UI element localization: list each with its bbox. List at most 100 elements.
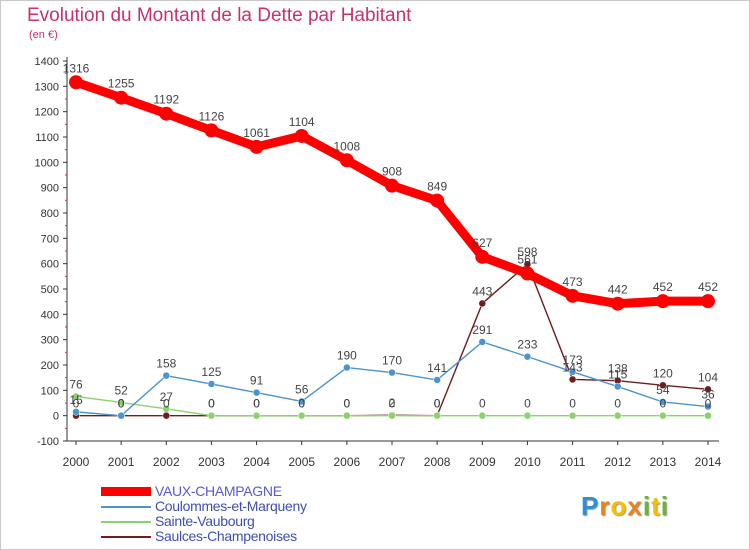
data-label: 143 xyxy=(563,360,583,374)
data-point xyxy=(568,411,577,420)
legend-swatch xyxy=(101,535,151,538)
data-label: 442 xyxy=(608,283,628,297)
data-point xyxy=(388,411,396,420)
data-label: 0 xyxy=(298,397,305,411)
data-point xyxy=(343,411,351,420)
data-label: 0 xyxy=(660,397,667,411)
data-point xyxy=(659,381,667,390)
y-tick-label: -100 xyxy=(37,436,59,448)
data-label: 36 xyxy=(701,388,715,402)
data-label: 0 xyxy=(298,397,305,411)
data-point xyxy=(388,368,396,377)
data-label: 1061 xyxy=(243,126,270,140)
logo-letter: i xyxy=(660,491,669,521)
logo-letter: P xyxy=(581,491,600,521)
data-label: 120 xyxy=(653,366,673,380)
data-label: 1008 xyxy=(334,139,361,153)
data-point xyxy=(297,397,306,406)
legend-item: Saulces-Champenoises xyxy=(101,529,361,544)
data-point xyxy=(207,411,216,420)
data-point xyxy=(252,388,261,397)
x-tick-label: 2001 xyxy=(108,455,135,469)
y-tick-label: 500 xyxy=(41,284,59,296)
data-label: 291 xyxy=(472,323,492,337)
data-point xyxy=(610,296,625,311)
data-label: 1192 xyxy=(153,93,179,107)
data-point xyxy=(704,402,712,411)
data-point xyxy=(159,106,174,121)
data-point xyxy=(117,411,125,420)
data-label: 0 xyxy=(208,397,215,411)
y-tick-label: 600 xyxy=(41,259,59,271)
y-tick-label: 0 xyxy=(53,411,59,423)
proxiti-logo: Proxiti xyxy=(581,491,669,522)
data-point xyxy=(568,375,577,384)
data-point xyxy=(478,299,487,308)
data-label: 0 xyxy=(253,397,260,411)
x-tick-label: 2011 xyxy=(560,455,586,469)
data-label: 0 xyxy=(344,397,351,411)
data-label: 0 xyxy=(524,397,531,411)
data-label: 1126 xyxy=(199,109,225,123)
x-tick-label: 2012 xyxy=(604,455,631,469)
data-point xyxy=(523,352,532,361)
legend-swatch xyxy=(101,520,151,523)
data-label: 56 xyxy=(295,382,309,396)
data-label: 0 xyxy=(208,397,215,411)
data-label: 452 xyxy=(698,280,718,294)
data-label: 1255 xyxy=(108,77,135,91)
data-point xyxy=(117,398,125,407)
data-label: 1104 xyxy=(289,115,315,129)
data-point xyxy=(701,294,715,309)
data-point xyxy=(294,128,309,143)
data-point xyxy=(568,368,577,376)
x-tick-label: 2009 xyxy=(469,455,496,469)
x-tick-label: 2000 xyxy=(63,455,90,469)
data-point xyxy=(204,123,219,138)
x-tick-label: 2006 xyxy=(334,455,361,469)
data-label: 115 xyxy=(608,368,627,382)
data-label: 908 xyxy=(382,165,402,179)
y-tick-label: 1400 xyxy=(35,56,59,68)
data-label: 0 xyxy=(569,397,576,411)
data-label: 91 xyxy=(250,374,264,388)
data-point xyxy=(433,411,441,420)
y-tick-label: 1000 xyxy=(35,157,59,169)
data-label: 104 xyxy=(698,370,718,384)
data-point xyxy=(613,382,622,391)
data-point xyxy=(520,266,535,281)
y-tick-label: 700 xyxy=(41,233,59,245)
chart-legend: VAUX-CHAMPAGNE Coulommes-et-Marqueny Saint… xyxy=(101,484,361,544)
data-point xyxy=(114,90,129,105)
x-tick-label: 2008 xyxy=(424,455,451,469)
chart-title: Evolution du Montant de la Dette par Hab… xyxy=(27,5,412,26)
y-tick-label: 300 xyxy=(41,335,59,347)
logo-letter: r xyxy=(599,491,611,521)
y-tick-label: 800 xyxy=(41,208,59,220)
logo-letter: x xyxy=(627,491,643,521)
x-tick-label: 2003 xyxy=(198,455,225,469)
data-label: 76 xyxy=(69,377,83,391)
legend-item: VAUX-CHAMPAGNE xyxy=(101,484,361,499)
data-point xyxy=(659,411,667,420)
y-tick-label: 1100 xyxy=(35,132,59,144)
data-label: 158 xyxy=(156,357,176,371)
x-tick-label: 2004 xyxy=(243,455,270,469)
data-label: 0 xyxy=(118,397,125,411)
data-label: 1316 xyxy=(63,61,90,75)
data-label: 627 xyxy=(472,236,492,250)
logo-letter: o xyxy=(610,491,628,521)
x-tick-label: 2007 xyxy=(379,455,406,469)
y-tick-label: 200 xyxy=(41,360,59,372)
data-label: 233 xyxy=(517,338,537,352)
legend-label: Coulommes-et-Marqueny xyxy=(155,498,307,514)
data-point xyxy=(523,411,532,420)
data-label: 473 xyxy=(563,275,583,289)
data-label: 125 xyxy=(201,365,221,379)
data-point xyxy=(704,385,712,394)
data-point xyxy=(72,408,80,416)
y-tick-label: 1300 xyxy=(35,81,59,93)
x-tick-label: 2014 xyxy=(695,455,722,469)
data-point xyxy=(478,411,487,420)
